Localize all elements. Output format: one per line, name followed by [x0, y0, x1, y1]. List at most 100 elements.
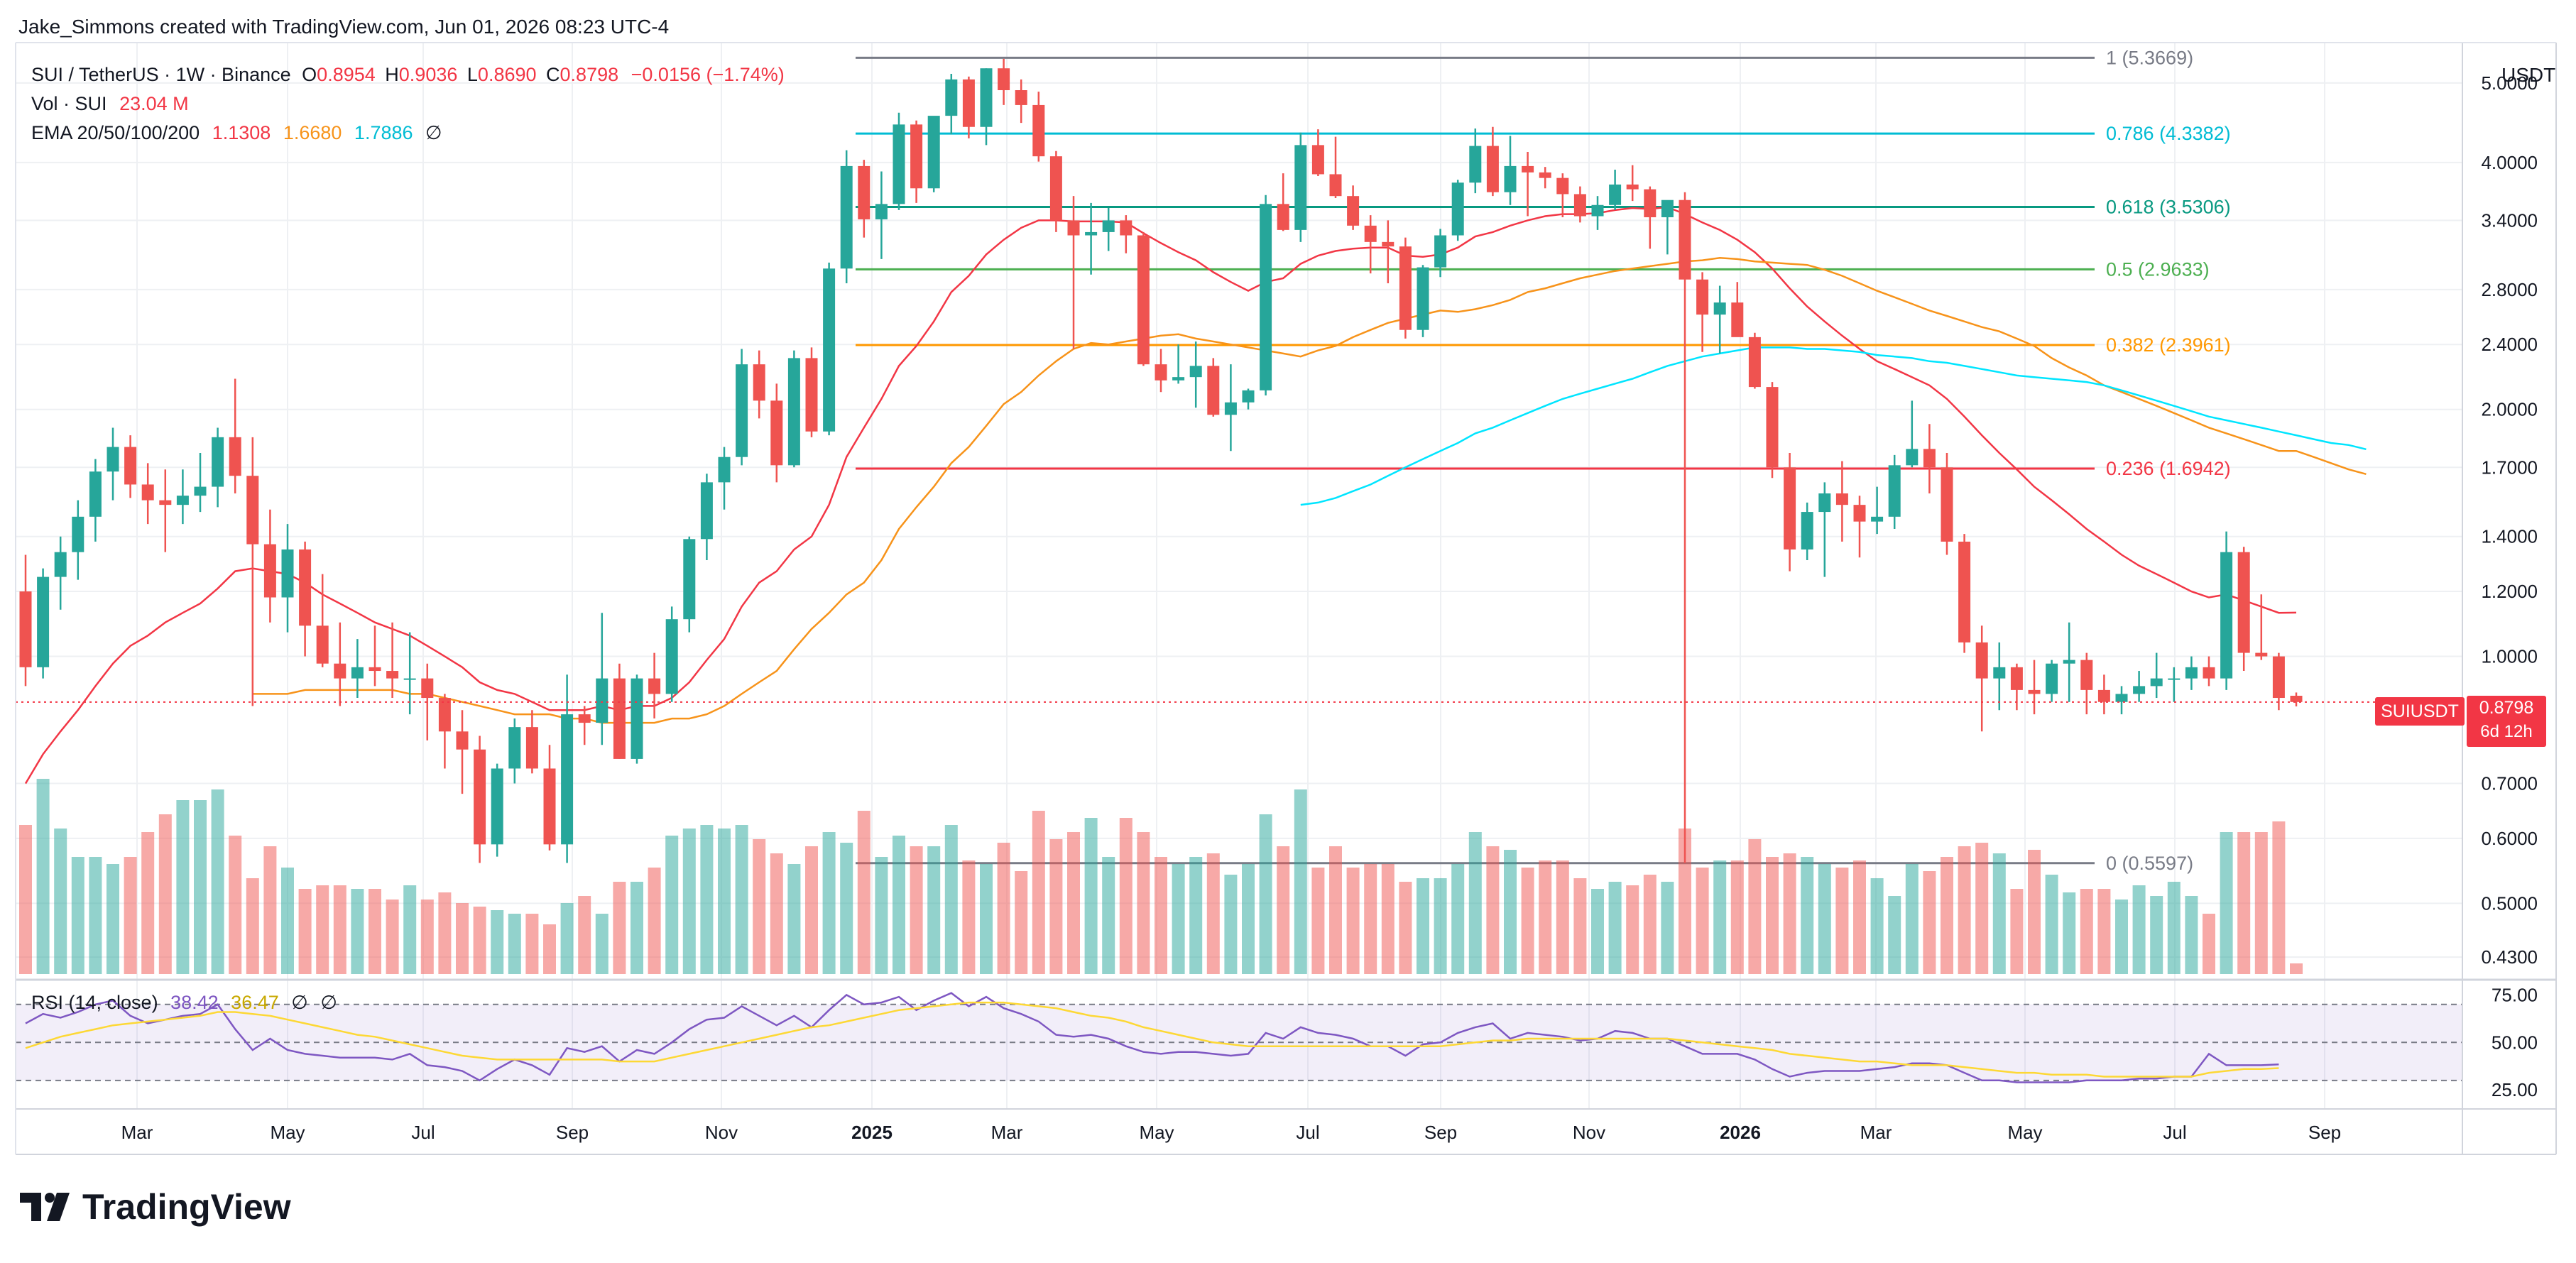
candle[interactable]	[1835, 461, 1848, 542]
candle[interactable]	[1049, 151, 1062, 232]
candle[interactable]	[1626, 165, 1639, 202]
candle[interactable]	[212, 427, 224, 508]
volume-label[interactable]: Vol · SUI	[31, 93, 107, 114]
candle[interactable]	[1382, 220, 1395, 283]
candle[interactable]	[1347, 185, 1360, 230]
candle[interactable]	[369, 625, 381, 687]
candle[interactable]	[438, 694, 451, 769]
candle[interactable]	[1993, 642, 2006, 711]
candle[interactable]	[1818, 482, 1831, 577]
candle[interactable]	[2133, 671, 2146, 702]
candle[interactable]	[2290, 692, 2303, 707]
candle[interactable]	[1679, 192, 1691, 863]
candle[interactable]	[334, 622, 346, 706]
candle[interactable]	[1364, 215, 1377, 274]
candle[interactable]	[1102, 208, 1115, 251]
candle[interactable]	[875, 171, 888, 259]
candle[interactable]	[1469, 129, 1482, 194]
candle[interactable]	[2097, 674, 2110, 715]
candle[interactable]	[2028, 660, 2041, 715]
candle[interactable]	[1417, 265, 1429, 337]
candle[interactable]	[176, 469, 189, 525]
candle[interactable]	[19, 554, 32, 687]
tradingview-logo[interactable]: TradingView	[20, 1186, 291, 1228]
candle[interactable]	[525, 710, 538, 774]
candle[interactable]	[508, 718, 521, 784]
candle[interactable]	[316, 574, 329, 667]
candle[interactable]	[1853, 496, 1866, 558]
candle[interactable]	[1504, 136, 1517, 205]
candle[interactable]	[561, 674, 574, 863]
candle[interactable]	[246, 437, 259, 706]
candle[interactable]	[299, 541, 312, 657]
candle[interactable]	[89, 459, 102, 542]
rsi-label[interactable]: RSI (14, close)	[31, 992, 158, 1013]
candle[interactable]	[263, 509, 276, 623]
candle[interactable]	[1871, 486, 1884, 535]
candle[interactable]	[72, 500, 84, 580]
candle[interactable]	[1311, 129, 1324, 177]
candle[interactable]	[980, 68, 993, 146]
candle[interactable]	[1242, 388, 1255, 410]
candle[interactable]	[1137, 231, 1150, 366]
candle[interactable]	[2080, 652, 2093, 715]
candle[interactable]	[1032, 92, 1045, 162]
candle[interactable]	[1172, 344, 1185, 384]
candle[interactable]	[2168, 667, 2181, 702]
candle[interactable]	[194, 453, 207, 513]
candle[interactable]	[1591, 196, 1604, 230]
candle[interactable]	[998, 58, 1010, 105]
candle[interactable]	[858, 160, 871, 238]
candle[interactable]	[1260, 195, 1272, 396]
candle[interactable]	[1941, 453, 1953, 555]
candle[interactable]	[1556, 173, 1569, 218]
candle[interactable]	[1713, 285, 1726, 354]
candle[interactable]	[1609, 169, 1622, 210]
candle[interactable]	[787, 350, 800, 468]
candle[interactable]	[1766, 382, 1779, 479]
candle[interactable]	[1748, 332, 1761, 389]
candle[interactable]	[141, 463, 154, 525]
candle[interactable]	[281, 524, 294, 633]
candle[interactable]	[1399, 237, 1412, 339]
candle[interactable]	[1329, 136, 1342, 198]
candle[interactable]	[456, 710, 469, 794]
candle[interactable]	[2046, 660, 2058, 702]
candle[interactable]	[2220, 531, 2233, 690]
candle[interactable]	[1731, 282, 1744, 337]
candle[interactable]	[962, 76, 975, 138]
candle[interactable]	[613, 663, 626, 759]
candle[interactable]	[2203, 656, 2215, 687]
candle[interactable]	[124, 435, 137, 498]
candle[interactable]	[910, 120, 923, 203]
candle[interactable]	[54, 536, 67, 610]
candle[interactable]	[1015, 79, 1027, 124]
candle[interactable]	[37, 568, 50, 679]
candle[interactable]	[351, 639, 364, 699]
candle[interactable]	[2185, 656, 2198, 690]
candle[interactable]	[386, 622, 399, 699]
candle[interactable]	[107, 427, 119, 501]
candle[interactable]	[1189, 341, 1202, 408]
candle[interactable]	[1522, 152, 1534, 217]
candle[interactable]	[1085, 202, 1098, 275]
candle[interactable]	[543, 745, 556, 851]
candle[interactable]	[229, 378, 241, 494]
candle[interactable]	[1155, 349, 1167, 393]
candle[interactable]	[683, 536, 696, 633]
candle[interactable]	[1207, 358, 1220, 417]
candle[interactable]	[648, 652, 661, 719]
candle[interactable]	[2255, 594, 2268, 660]
candle[interactable]	[665, 606, 678, 702]
candle[interactable]	[927, 116, 940, 192]
candle[interactable]	[700, 474, 713, 561]
candle[interactable]	[1294, 132, 1307, 242]
candle[interactable]	[945, 73, 958, 135]
ema-label[interactable]: EMA 20/50/100/200	[31, 122, 200, 143]
candle[interactable]	[1486, 126, 1499, 197]
candle[interactable]	[1975, 625, 1988, 732]
candle[interactable]	[1644, 186, 1657, 249]
candle[interactable]	[1067, 196, 1080, 349]
candle[interactable]	[718, 447, 731, 510]
